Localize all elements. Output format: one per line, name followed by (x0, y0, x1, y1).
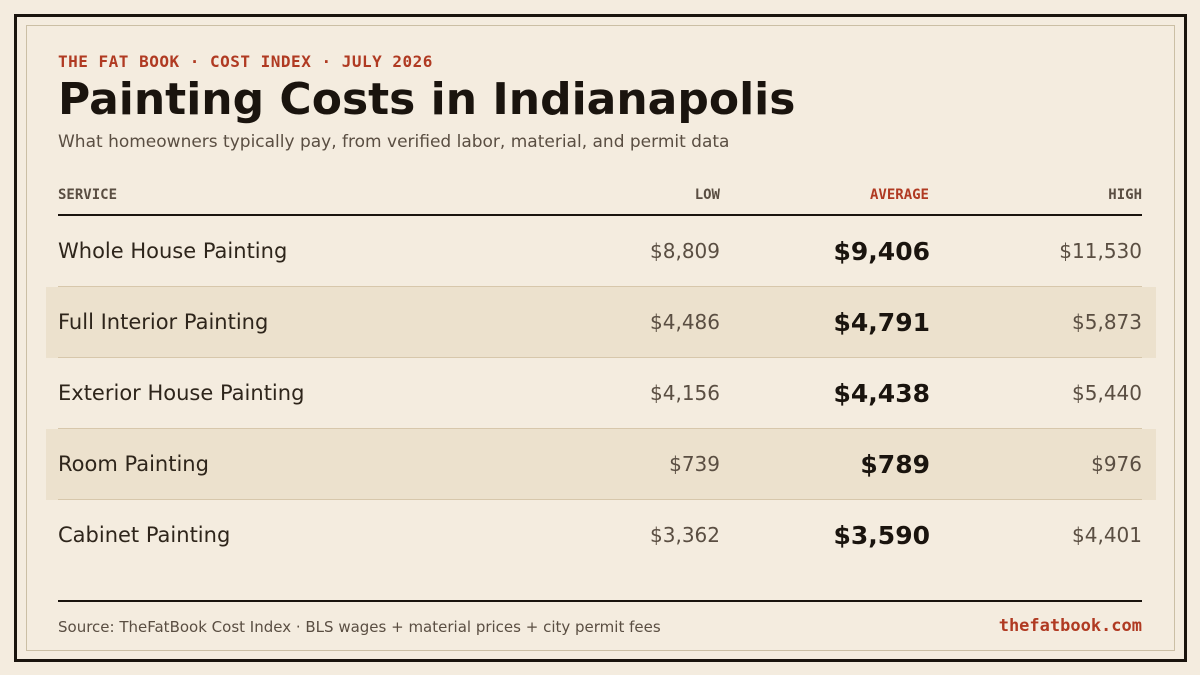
column-header-high: HIGH (1108, 187, 1142, 203)
table-row: Room Painting $739 $789 $976 (46, 429, 1156, 500)
table-row: Cabinet Painting $3,362 $3,590 $4,401 (46, 500, 1156, 571)
page-subtitle: What homeowners typically pay, from veri… (58, 132, 730, 152)
high-price: $4,401 (1072, 523, 1142, 547)
average-price: $3,590 (833, 521, 930, 550)
service-name: Exterior House Painting (58, 381, 305, 405)
low-price: $739 (669, 452, 720, 476)
service-name: Room Painting (58, 452, 209, 476)
table-row: Whole House Painting $8,809 $9,406 $11,5… (46, 216, 1156, 287)
low-price: $4,156 (650, 381, 720, 405)
average-price: $4,438 (833, 379, 930, 408)
service-name: Whole House Painting (58, 239, 288, 263)
low-price: $8,809 (650, 239, 720, 263)
high-price: $11,530 (1059, 239, 1142, 263)
header-divider (58, 214, 1142, 216)
outer-frame (14, 14, 1187, 662)
high-price: $976 (1091, 452, 1142, 476)
column-header-service: SERVICE (58, 187, 118, 203)
table-row: Exterior House Painting $4,156 $4,438 $5… (46, 358, 1156, 429)
row-divider (58, 357, 1142, 358)
row-divider (58, 286, 1142, 287)
service-name: Cabinet Painting (58, 523, 231, 547)
high-price: $5,440 (1072, 381, 1142, 405)
page-title: Painting Costs in Indianapolis (58, 74, 796, 125)
row-divider (58, 499, 1142, 500)
source-note: Source: TheFatBook Cost Index · BLS wage… (58, 618, 661, 636)
inner-frame (26, 25, 1175, 651)
column-header-low: LOW (694, 187, 720, 203)
low-price: $4,486 (650, 310, 720, 334)
average-price: $4,791 (833, 308, 930, 337)
high-price: $5,873 (1072, 310, 1142, 334)
average-price: $789 (860, 450, 930, 479)
column-header-average: AVERAGE (869, 187, 929, 203)
low-price: $3,362 (650, 523, 720, 547)
service-name: Full Interior Painting (58, 310, 269, 334)
row-divider (58, 428, 1142, 429)
eyebrow-label: THE FAT BOOK · COST INDEX · JULY 2026 (58, 52, 433, 71)
table-row: Full Interior Painting $4,486 $4,791 $5,… (46, 287, 1156, 358)
footer-divider (58, 600, 1142, 602)
average-price: $9,406 (833, 237, 930, 266)
site-link[interactable]: thefatbook.com (998, 616, 1142, 636)
